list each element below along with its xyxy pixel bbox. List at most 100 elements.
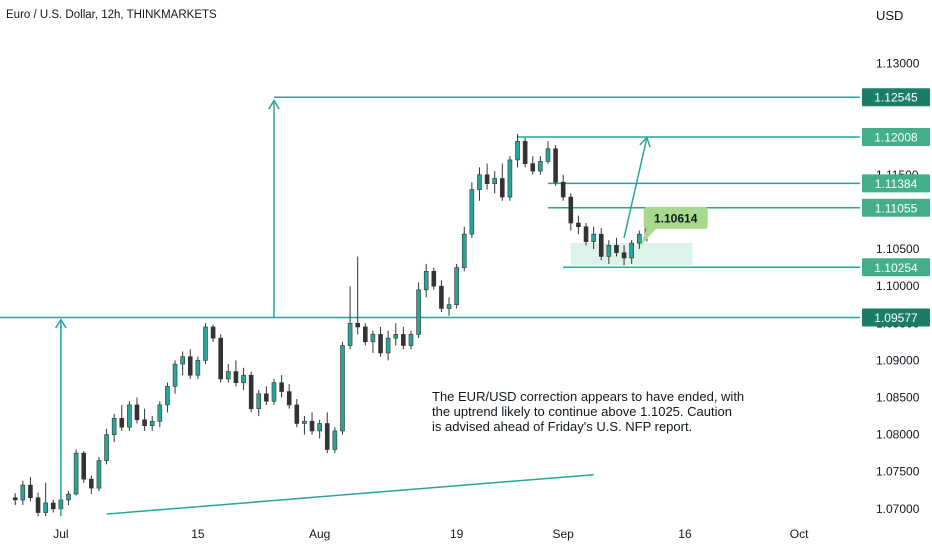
candle-57[interactable] [446, 297, 452, 316]
candle-3[interactable] [35, 492, 41, 517]
candle-76[interactable] [591, 226, 596, 250]
candle-25[interactable] [203, 323, 208, 365]
candle-54[interactable] [423, 263, 429, 298]
candle-43[interactable] [340, 341, 345, 435]
candle-73[interactable] [568, 193, 574, 231]
price-label-1: 1.12008 [862, 128, 930, 147]
price-label-bg [862, 258, 930, 277]
arrow-0[interactable] [55, 318, 67, 517]
candle-5[interactable] [50, 499, 56, 513]
candle-14[interactable] [119, 404, 125, 431]
candle-18[interactable] [149, 416, 155, 431]
candle-24[interactable] [195, 356, 201, 379]
candle-45[interactable] [355, 256, 360, 335]
candle-body [89, 478, 94, 489]
candle-75[interactable] [583, 223, 589, 246]
candle-body [545, 148, 551, 162]
callout-layer: 1.10614 [640, 206, 708, 246]
candle-69[interactable] [538, 156, 543, 175]
candle-0[interactable] [12, 493, 18, 506]
candle-12[interactable] [104, 428, 109, 465]
candle-51[interactable] [401, 326, 406, 350]
candle-41[interactable] [324, 412, 330, 454]
candle-38[interactable] [302, 416, 307, 435]
candle-52[interactable] [408, 330, 414, 350]
candle-58[interactable] [454, 263, 459, 309]
candle-17[interactable] [142, 408, 147, 431]
candle-78[interactable] [606, 240, 612, 264]
candle-62[interactable] [484, 163, 490, 190]
trendline[interactable] [106, 473, 594, 515]
candle-64[interactable] [500, 163, 505, 201]
candle-66[interactable] [515, 133, 520, 168]
candle-34[interactable] [271, 378, 277, 405]
x-tick-label: Aug [309, 527, 330, 541]
candle-59[interactable] [461, 226, 467, 272]
candle-49[interactable] [385, 330, 391, 361]
candle-82[interactable] [636, 230, 642, 250]
candle-48[interactable] [378, 326, 383, 357]
candle-9[interactable] [81, 450, 87, 483]
candle-47[interactable] [370, 330, 376, 353]
candle-26[interactable] [210, 324, 216, 342]
arrow-1[interactable] [268, 99, 280, 319]
candle-70[interactable] [545, 141, 551, 164]
candle-68[interactable] [530, 156, 536, 175]
candle-40[interactable] [317, 419, 322, 439]
candle-81[interactable] [629, 240, 634, 264]
candle-72[interactable] [560, 174, 566, 201]
candle-53[interactable] [416, 282, 421, 339]
candle-19[interactable] [157, 401, 163, 428]
candle-36[interactable] [286, 384, 292, 409]
candle-11[interactable] [96, 456, 102, 492]
candle-7[interactable] [66, 491, 71, 506]
candle-74[interactable] [576, 215, 581, 235]
candle-80[interactable] [621, 245, 627, 266]
candle-67[interactable] [522, 137, 528, 168]
candle-16[interactable] [134, 397, 140, 424]
candle-65[interactable] [507, 156, 513, 201]
candle-body [484, 174, 490, 184]
candle-29[interactable] [233, 360, 239, 387]
candle-42[interactable] [332, 427, 338, 454]
candle-27[interactable] [218, 334, 224, 383]
candle-56[interactable] [439, 280, 444, 313]
candle-37[interactable] [294, 398, 300, 428]
candle-22[interactable] [180, 351, 185, 376]
candle-31[interactable] [248, 371, 254, 413]
candle-23[interactable] [187, 349, 193, 379]
arrow-2[interactable] [623, 136, 651, 239]
candle-10[interactable] [89, 475, 94, 495]
candle-8[interactable] [73, 449, 79, 496]
candle-13[interactable] [111, 413, 117, 443]
candle-71[interactable] [553, 145, 558, 186]
candle-55[interactable] [431, 267, 437, 290]
candle-32[interactable] [256, 390, 262, 417]
candle-body [264, 393, 269, 402]
candle-body [50, 502, 56, 510]
candle-77[interactable] [598, 228, 604, 261]
candle-60[interactable] [469, 182, 475, 238]
candle-63[interactable] [492, 171, 497, 194]
candle-39[interactable] [309, 412, 315, 435]
price-callout[interactable]: 1.10614 [640, 206, 708, 246]
candle-4[interactable] [43, 482, 48, 517]
candle-35[interactable] [279, 375, 284, 398]
candle-44[interactable] [347, 286, 353, 350]
candle-61[interactable] [477, 167, 482, 201]
candle-21[interactable] [172, 360, 178, 394]
currency-label: USD [876, 8, 903, 23]
candle-1[interactable] [20, 480, 26, 506]
candle-2[interactable] [28, 476, 33, 502]
candle-79[interactable] [614, 237, 619, 257]
candle-20[interactable] [165, 382, 170, 413]
candle-50[interactable] [393, 323, 399, 346]
candle-33[interactable] [264, 386, 269, 405]
candle-28[interactable] [226, 364, 231, 383]
candle-15[interactable] [127, 401, 132, 431]
candle-30[interactable] [241, 367, 246, 391]
arrow-head [639, 136, 651, 148]
candle-body [271, 382, 277, 402]
candle-46[interactable] [363, 323, 368, 346]
